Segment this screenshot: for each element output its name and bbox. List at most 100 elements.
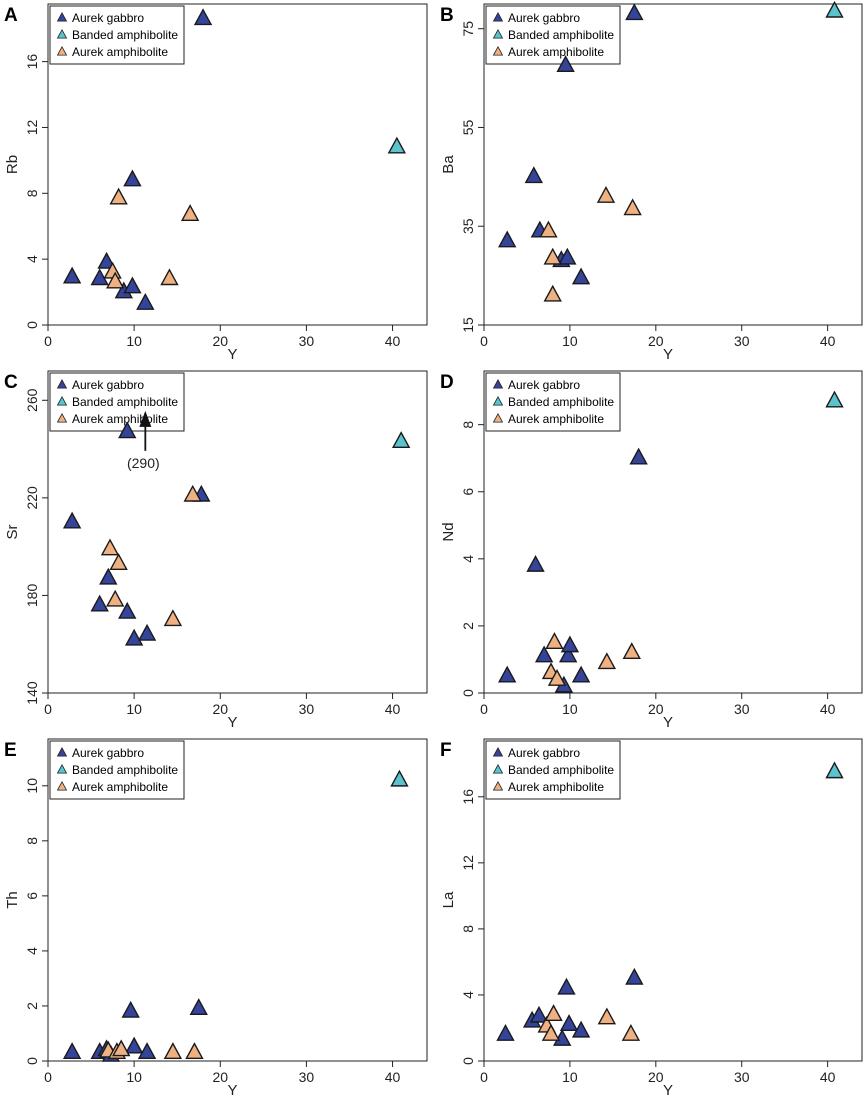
x-tick-label: 30 [299,1069,315,1085]
y-tick-label: 6 [460,488,476,496]
legend-box [485,5,621,65]
legend-marker [492,747,504,757]
data-point [109,187,128,205]
data-point [557,977,576,995]
data-point [124,1036,144,1054]
data-point [387,136,407,154]
legend-label: Banded amphibolite [72,28,178,42]
x-tick-label: 40 [820,1069,836,1085]
panel-c: 0 10 20 30 40 140 180 220 260 Y Sr C Aurek gabbro Ban… [4,370,428,731]
y-axis-label: Nd [440,522,457,541]
legend-marker [56,396,68,406]
x-tick-label: 20 [648,701,664,717]
x-tick-label: 20 [212,333,228,349]
data-point [137,623,157,641]
y-tick-label: 4 [24,255,40,263]
data-point [97,251,116,269]
data-point [825,761,844,779]
y-tick-label: 180 [24,584,40,608]
legend-marker [492,781,504,791]
y-tick-label: 140 [24,681,40,705]
x-axis-label: Y [663,1082,673,1098]
x-tick-label: 10 [562,701,578,717]
y-axis-label: Sr [4,524,21,539]
data-point [390,769,409,787]
y-tick-label: 2 [460,622,476,630]
y-tick-label: 8 [24,837,40,845]
legend-marker [492,29,504,39]
panel-a: 0 10 20 30 40 0 4 8 12 16 Y Rb A Aurek gabbro Banded a… [4,3,428,363]
data-point [539,220,558,238]
legend-marker [56,29,68,39]
panel-d: 0 10 20 30 40 0 2 4 6 8 Y Nd D Aurek gabbro Banded amp… [440,370,863,731]
data-point [571,267,591,285]
data-point [629,447,648,465]
plot-frame [483,370,863,694]
data-point [62,511,82,529]
data-point [623,198,642,216]
legend-label: Banded amphibolite [72,395,178,409]
plot-frame [47,370,428,694]
y-axis-label: Th [4,891,21,909]
legend-label: Aurek amphibolite [72,780,168,794]
y-tick-label: 10 [24,778,40,794]
legend-box [485,740,621,800]
data-point [112,1039,131,1057]
x-tick-label: 0 [44,701,52,717]
legend-marker [492,46,504,56]
data-point [526,554,545,572]
legend-marker [56,413,68,423]
legend-label: Aurek gabbro [72,378,144,392]
legend: Aurek gabbro Banded amphibolite Aurek amph… [485,740,621,800]
y-tick-label: 220 [24,486,40,510]
x-tick-label: 10 [126,701,142,717]
data-point [100,538,120,556]
legend: Aurek gabbro Banded amphibolite Aurek amph… [49,740,185,800]
x-tick-label: 20 [648,333,664,349]
legend-label: Aurek amphibolite [72,45,168,59]
data-point [524,166,544,184]
legend-marker [56,46,68,56]
x-tick-label: 30 [299,333,315,349]
legend-marker [56,12,68,22]
data-point [123,169,142,187]
data-point [543,284,562,302]
legend-label: Banded amphibolite [508,763,614,777]
data-point [825,390,844,408]
x-tick-label: 0 [44,1069,52,1085]
y-tick-label: 6 [24,892,40,900]
legend-label: Aurek amphibolite [72,412,168,426]
x-tick-label: 0 [480,701,488,717]
data-point [180,204,200,222]
legend-box [49,372,185,432]
legend-label: Banded amphibolite [508,28,614,42]
legend: Aurek gabbro Banded amphibolite Aurek amph… [49,5,185,65]
legend: Aurek gabbro Banded amphibolite Aurek amph… [49,372,185,432]
x-tick-label: 10 [562,333,578,349]
panel-f: 0 10 20 30 40 0 4 8 12 16 Y La F Aurek gabbro Banded a… [440,738,863,1099]
data-point [571,1020,591,1038]
legend-marker [492,379,504,389]
x-tick-label: 40 [385,1069,401,1085]
legend-label: Banded amphibolite [508,395,614,409]
annotation-label: (290) [127,455,160,471]
legend-box [49,740,185,800]
annotation-arrow-head [139,410,152,427]
data-point [109,553,128,571]
y-tick-label: 16 [24,54,40,70]
data-point [622,642,641,660]
data-point [183,484,202,502]
x-tick-label: 40 [820,701,836,717]
y-tick-label: 8 [460,925,476,933]
data-point [137,1042,157,1060]
y-axis-label: Ba [440,155,457,174]
plot-frame [47,738,428,1062]
x-tick-label: 20 [212,701,228,717]
y-tick-label: 8 [24,189,40,197]
x-tick-label: 10 [562,1069,578,1085]
x-axis-label: Y [227,714,237,731]
data-point [541,1023,561,1041]
data-point [118,601,137,619]
